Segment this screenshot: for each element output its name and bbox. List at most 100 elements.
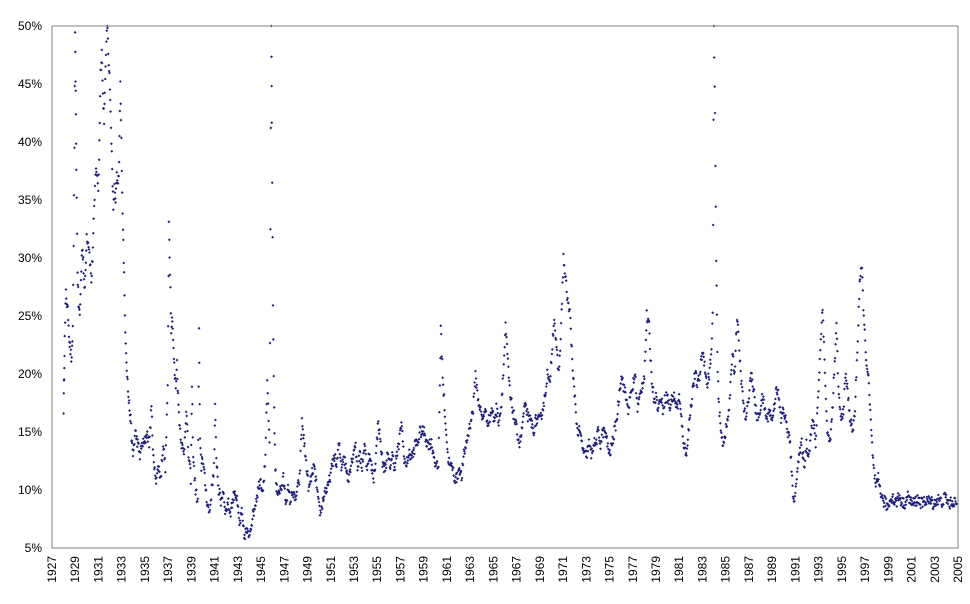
data-point — [768, 408, 772, 412]
data-point — [461, 463, 465, 467]
data-point — [300, 424, 304, 428]
data-point — [866, 373, 870, 377]
data-point — [431, 451, 435, 455]
data-point — [479, 410, 483, 414]
data-point — [119, 136, 123, 140]
x-tick-label: 1981 — [672, 556, 686, 583]
data-point — [84, 268, 88, 272]
data-point — [127, 399, 131, 402]
data-point — [82, 277, 86, 281]
data-point — [299, 437, 303, 441]
data-point — [600, 433, 604, 437]
data-point — [344, 462, 348, 466]
data-point — [272, 374, 276, 378]
data-point — [473, 381, 477, 384]
data-point — [223, 512, 227, 516]
data-point — [891, 492, 895, 496]
data-point — [240, 512, 244, 516]
data-point — [759, 404, 763, 408]
data-point — [357, 459, 361, 463]
data-point — [625, 398, 629, 402]
data-point — [499, 405, 503, 409]
data-point — [526, 419, 530, 423]
data-point — [723, 435, 727, 439]
data-point — [87, 245, 91, 249]
data-point — [562, 263, 566, 267]
data-point — [522, 411, 526, 415]
data-point — [517, 437, 520, 441]
data-point — [814, 445, 818, 449]
data-point — [315, 488, 319, 492]
data-point — [521, 420, 525, 424]
data-point — [865, 364, 869, 368]
data-point — [73, 50, 77, 54]
data-point — [126, 395, 130, 399]
data-point — [637, 397, 641, 401]
data-point — [191, 435, 195, 439]
data-point — [814, 434, 818, 438]
data-point — [384, 466, 388, 470]
data-point — [719, 429, 723, 433]
data-point — [64, 297, 68, 301]
data-point — [540, 413, 544, 417]
data-point — [474, 377, 478, 380]
data-point — [706, 381, 710, 385]
data-point — [795, 470, 799, 474]
y-tick-label: 15% — [18, 425, 42, 439]
data-point — [848, 420, 852, 424]
data-point — [360, 466, 364, 470]
x-tick-label: 1933 — [115, 556, 129, 583]
data-point — [138, 457, 142, 461]
y-tick-label: 30% — [18, 251, 42, 265]
data-point — [842, 387, 846, 391]
data-point — [226, 502, 230, 506]
data-point — [472, 392, 476, 395]
data-point — [451, 466, 455, 470]
data-point — [818, 348, 822, 352]
data-point — [667, 402, 670, 406]
data-point — [708, 358, 712, 362]
data-point — [435, 459, 439, 463]
data-point — [485, 419, 489, 423]
data-point — [793, 491, 797, 495]
data-point — [64, 288, 68, 291]
data-point — [557, 365, 561, 369]
data-point — [167, 220, 171, 224]
data-point — [397, 447, 401, 451]
data-point — [713, 164, 717, 168]
data-point — [831, 406, 835, 410]
data-point — [109, 110, 113, 114]
data-point — [382, 464, 386, 468]
data-point — [733, 370, 737, 374]
data-point — [294, 497, 298, 501]
data-point — [222, 500, 226, 504]
data-point — [189, 482, 193, 486]
data-point — [555, 348, 559, 352]
data-point — [798, 450, 802, 454]
data-point — [134, 429, 138, 433]
data-point — [409, 456, 413, 460]
data-point — [370, 471, 374, 475]
data-point — [616, 412, 620, 416]
data-point — [491, 410, 495, 413]
data-point — [573, 394, 577, 397]
data-point — [859, 274, 863, 278]
data-point — [902, 496, 906, 500]
data-point — [226, 497, 230, 501]
data-point — [715, 284, 719, 288]
data-point — [273, 431, 276, 435]
data-point — [922, 495, 926, 499]
data-point — [823, 358, 826, 362]
data-point — [497, 418, 501, 422]
data-point — [135, 445, 139, 449]
data-point — [186, 445, 190, 449]
data-point — [873, 473, 877, 477]
data-point — [505, 342, 509, 346]
data-point — [172, 361, 176, 364]
data-point — [900, 502, 904, 506]
data-point — [567, 301, 570, 305]
data-point — [202, 465, 206, 469]
data-point — [521, 415, 525, 419]
data-point — [222, 492, 226, 496]
data-point — [841, 412, 845, 416]
